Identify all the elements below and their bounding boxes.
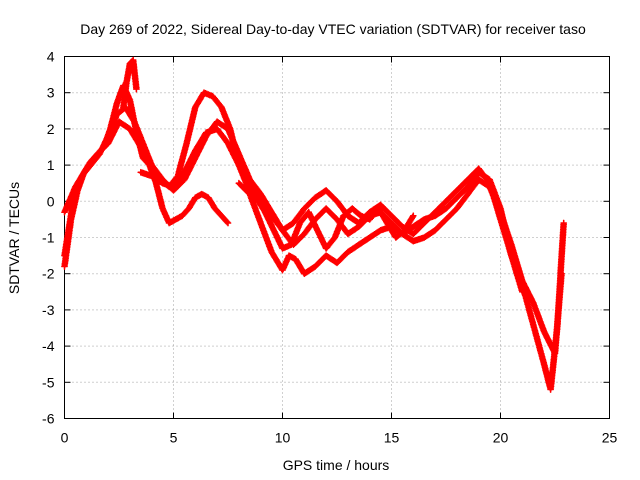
x-axis-label: GPS time / hours bbox=[283, 457, 390, 473]
y-tick-label: 2 bbox=[47, 121, 55, 137]
x-tick-label: 10 bbox=[275, 430, 291, 446]
y-tick-label: 0 bbox=[47, 193, 55, 209]
series-markers bbox=[235, 176, 565, 357]
series-markers bbox=[137, 125, 568, 393]
x-tick-label: 15 bbox=[384, 430, 400, 446]
series-track-4 bbox=[137, 125, 568, 393]
y-tick-label: -6 bbox=[42, 411, 55, 427]
series-markers bbox=[61, 89, 417, 259]
x-tick-label: 5 bbox=[170, 430, 178, 446]
x-tick-label: 25 bbox=[602, 430, 618, 446]
chart-title: Day 269 of 2022, Sidereal Day-to-day VTE… bbox=[80, 21, 586, 37]
y-tick-label: -4 bbox=[42, 338, 55, 354]
data-series bbox=[61, 56, 568, 393]
series-track-2 bbox=[61, 89, 417, 259]
y-tick-label: 4 bbox=[47, 49, 55, 65]
series-markers bbox=[120, 56, 140, 111]
y-tick-label: -2 bbox=[42, 266, 55, 282]
x-tick-label: 0 bbox=[61, 430, 69, 446]
y-axis-label: SDTVAR / TECUs bbox=[6, 182, 22, 294]
series-track-6 bbox=[120, 56, 140, 111]
y-tick-label: 1 bbox=[47, 157, 55, 173]
y-tick-label: 3 bbox=[47, 85, 55, 101]
series-track-5 bbox=[235, 176, 565, 357]
y-tick-label: -1 bbox=[42, 230, 55, 246]
axis-ticks bbox=[64, 56, 610, 419]
y-tick-label: -5 bbox=[42, 374, 55, 390]
y-tick-label: -3 bbox=[42, 302, 55, 318]
x-tick-label: 20 bbox=[493, 430, 509, 446]
